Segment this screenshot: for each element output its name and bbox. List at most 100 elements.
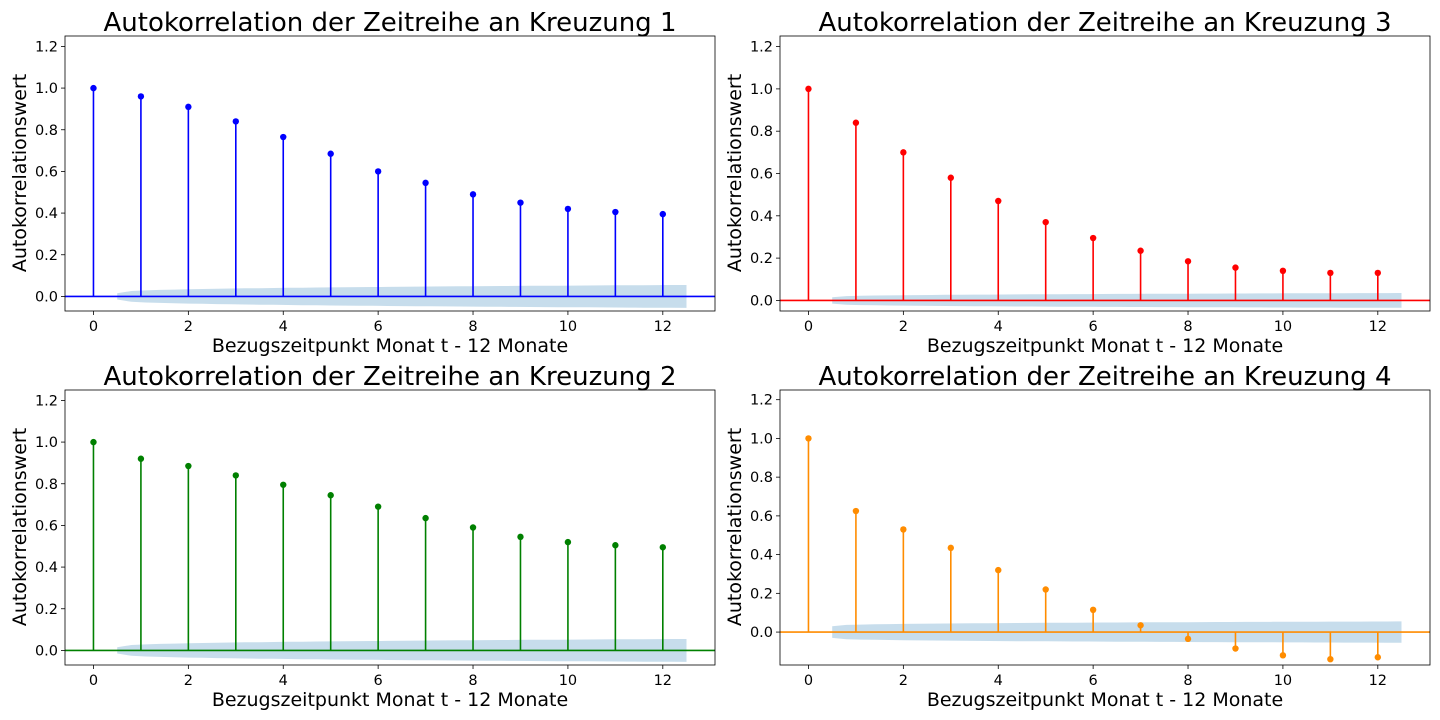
x-tick-label: 6 bbox=[1089, 673, 1098, 689]
marker-lag-10 bbox=[564, 538, 572, 546]
x-tick-label: 12 bbox=[654, 319, 672, 335]
y-tick-label: 0.0 bbox=[750, 293, 773, 309]
y-tick-label: 0.8 bbox=[750, 124, 773, 140]
y-tick-label: 0.2 bbox=[750, 251, 773, 267]
marker-lag-5 bbox=[327, 492, 334, 499]
marker-lag-4 bbox=[995, 197, 1002, 205]
marker-lag-1 bbox=[137, 93, 145, 100]
marker-lag-8 bbox=[1184, 258, 1192, 265]
x-tick-label: 2 bbox=[184, 673, 193, 689]
marker-lag-7 bbox=[422, 514, 429, 522]
y-axis-label: Autokorrelationswert bbox=[9, 74, 31, 272]
marker-lag-0 bbox=[90, 84, 97, 92]
y-axis-label: Autokorrelationswert bbox=[724, 428, 746, 626]
acf-chart-kreuzung-2: Autokorrelation der Zeitreihe an Kreuzun… bbox=[9, 362, 716, 711]
plot-frame bbox=[779, 35, 1431, 312]
chart-title: Autokorrelation der Zeitreihe an Kreuzun… bbox=[104, 362, 677, 392]
x-tick-label: 0 bbox=[804, 319, 813, 335]
x-tick-label: 4 bbox=[279, 319, 288, 335]
x-tick-label: 10 bbox=[559, 319, 577, 335]
plot-frame bbox=[64, 389, 716, 666]
y-tick-label: 0.2 bbox=[35, 248, 58, 264]
marker-lag-12 bbox=[1374, 269, 1382, 277]
plot-frame bbox=[779, 389, 1431, 666]
acf-panel-kreuzung-1: Autokorrelation der Zeitreihe an Kreuzun… bbox=[0, 0, 720, 360]
marker-lag-3 bbox=[232, 472, 240, 479]
x-tick-label: 8 bbox=[1183, 673, 1192, 689]
y-tick-label: 1.2 bbox=[35, 39, 58, 55]
marker-lag-2 bbox=[900, 526, 907, 533]
marker-lag-6 bbox=[374, 503, 382, 510]
x-tick-label: 0 bbox=[89, 319, 98, 335]
x-tick-label: 0 bbox=[89, 673, 98, 689]
marker-lag-4 bbox=[280, 133, 287, 141]
marker-lag-5 bbox=[327, 150, 334, 157]
x-tick-label: 12 bbox=[654, 673, 672, 689]
marker-lag-12 bbox=[659, 210, 667, 218]
marker-lag-3 bbox=[947, 544, 955, 552]
marker-lag-3 bbox=[947, 174, 955, 181]
x-tick-label: 10 bbox=[1274, 319, 1292, 335]
x-tick-label: 2 bbox=[899, 319, 908, 335]
acf-panel-kreuzung-2: Autokorrelation der Zeitreihe an Kreuzun… bbox=[0, 360, 720, 720]
y-tick-label: 0.4 bbox=[750, 548, 773, 564]
marker-lag-9 bbox=[1232, 264, 1239, 271]
y-tick-label: 0.0 bbox=[35, 289, 58, 305]
marker-lag-9 bbox=[1232, 645, 1239, 652]
y-tick-label: 0.6 bbox=[35, 518, 58, 534]
y-tick-label: 1.0 bbox=[35, 435, 58, 451]
marker-lag-7 bbox=[1137, 622, 1144, 629]
x-tick-label: 2 bbox=[184, 319, 193, 335]
y-tick-label: 0.2 bbox=[35, 602, 58, 618]
marker-lag-5 bbox=[1042, 218, 1049, 226]
x-tick-label: 12 bbox=[1369, 673, 1387, 689]
marker-lag-8 bbox=[469, 524, 477, 531]
x-tick-label: 4 bbox=[279, 673, 288, 689]
acf-panel-kreuzung-3: Autokorrelation der Zeitreihe an Kreuzun… bbox=[720, 0, 1440, 360]
x-tick-label: 6 bbox=[374, 319, 383, 335]
acf-chart-kreuzung-3: Autokorrelation der Zeitreihe an Kreuzun… bbox=[724, 8, 1431, 357]
x-tick-label: 8 bbox=[1183, 319, 1192, 335]
chart-title: Autokorrelation der Zeitreihe an Kreuzun… bbox=[819, 8, 1392, 38]
marker-lag-3 bbox=[232, 118, 240, 125]
marker-lag-9 bbox=[517, 533, 524, 541]
y-tick-label: 1.0 bbox=[35, 81, 58, 97]
y-tick-label: 1.2 bbox=[750, 40, 773, 56]
chart-title: Autokorrelation der Zeitreihe an Kreuzun… bbox=[104, 8, 677, 38]
marker-lag-12 bbox=[1374, 654, 1382, 661]
x-tick-label: 4 bbox=[994, 319, 1003, 335]
acf-chart-kreuzung-1: Autokorrelation der Zeitreihe an Kreuzun… bbox=[9, 8, 716, 357]
marker-lag-4 bbox=[280, 481, 287, 488]
x-tick-label: 8 bbox=[468, 673, 477, 689]
marker-lag-5 bbox=[1042, 586, 1049, 593]
marker-lag-8 bbox=[469, 191, 477, 198]
marker-lag-11 bbox=[1327, 269, 1334, 277]
marker-lag-0 bbox=[90, 438, 97, 446]
marker-lag-10 bbox=[1279, 652, 1287, 659]
marker-lag-0 bbox=[805, 85, 812, 93]
marker-lag-1 bbox=[852, 119, 860, 126]
y-tick-label: 1.2 bbox=[35, 393, 58, 409]
marker-lag-7 bbox=[1137, 247, 1144, 254]
acf-panel-kreuzung-4: Autokorrelation der Zeitreihe an Kreuzun… bbox=[720, 360, 1440, 720]
marker-lag-6 bbox=[1089, 234, 1097, 242]
y-tick-label: 0.2 bbox=[750, 586, 773, 602]
x-tick-label: 0 bbox=[804, 673, 813, 689]
marker-lag-2 bbox=[185, 462, 192, 470]
y-axis-label: Autokorrelationswert bbox=[9, 428, 31, 626]
marker-lag-4 bbox=[995, 566, 1002, 574]
marker-lag-8 bbox=[1184, 635, 1192, 643]
x-axis-label: Bezugszeitpunkt Monat t - 12 Monate bbox=[927, 689, 1283, 711]
marker-lag-6 bbox=[374, 168, 382, 175]
marker-lag-11 bbox=[612, 208, 619, 216]
x-tick-label: 6 bbox=[374, 673, 383, 689]
y-tick-label: 0.8 bbox=[35, 123, 58, 139]
marker-lag-0 bbox=[805, 435, 812, 442]
x-tick-label: 4 bbox=[994, 673, 1003, 689]
marker-lag-9 bbox=[517, 199, 524, 206]
chart-title: Autokorrelation der Zeitreihe an Kreuzun… bbox=[819, 362, 1392, 392]
marker-lag-6 bbox=[1089, 606, 1097, 614]
x-axis-label: Bezugszeitpunkt Monat t - 12 Monate bbox=[212, 689, 568, 711]
marker-lag-11 bbox=[612, 542, 619, 549]
y-tick-label: 1.0 bbox=[750, 82, 773, 98]
